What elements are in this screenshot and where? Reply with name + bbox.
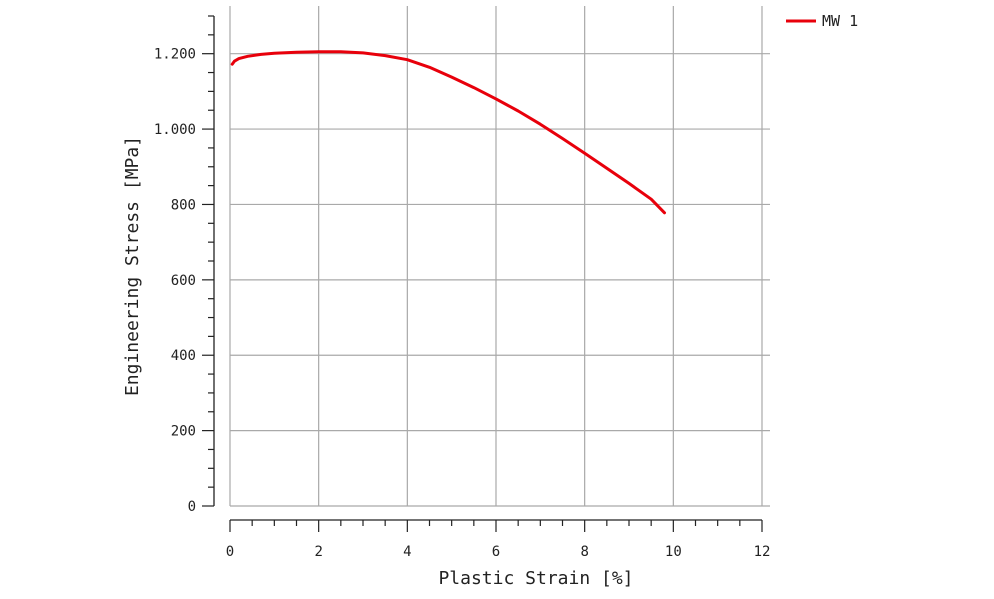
x-tick-label: 12 bbox=[754, 544, 771, 560]
y-tick-label: 600 bbox=[171, 273, 196, 289]
x-tick-label: 10 bbox=[665, 544, 682, 560]
y-tick-label: 400 bbox=[171, 348, 196, 364]
y-tick-label: 200 bbox=[171, 424, 196, 440]
x-tick-label: 2 bbox=[314, 544, 322, 560]
y-tick-label: 1.000 bbox=[154, 122, 196, 138]
y-tick-label: 0 bbox=[188, 499, 196, 515]
series-line-mw-1 bbox=[230, 50, 666, 215]
x-axis-title: Plastic Strain [%] bbox=[438, 568, 633, 589]
x-tick-label: 8 bbox=[580, 544, 588, 560]
x-tick-label: 6 bbox=[492, 544, 500, 560]
legend: MW 1 bbox=[786, 12, 858, 30]
grid bbox=[229, 6, 770, 507]
axes: 0 200 400 600 800 1.000 1.200 0 2 4 6 8 10 12 bbox=[154, 15, 771, 560]
legend-label-mw-1: MW 1 bbox=[822, 12, 858, 30]
y-tick-label: 800 bbox=[171, 197, 196, 213]
x-tick-label: 4 bbox=[403, 544, 411, 560]
series-layer bbox=[230, 50, 666, 215]
y-axis-title: Engineering Stress [MPa] bbox=[122, 136, 143, 396]
x-tick-label: 0 bbox=[226, 544, 234, 560]
y-tick-label: 1.200 bbox=[154, 47, 196, 63]
